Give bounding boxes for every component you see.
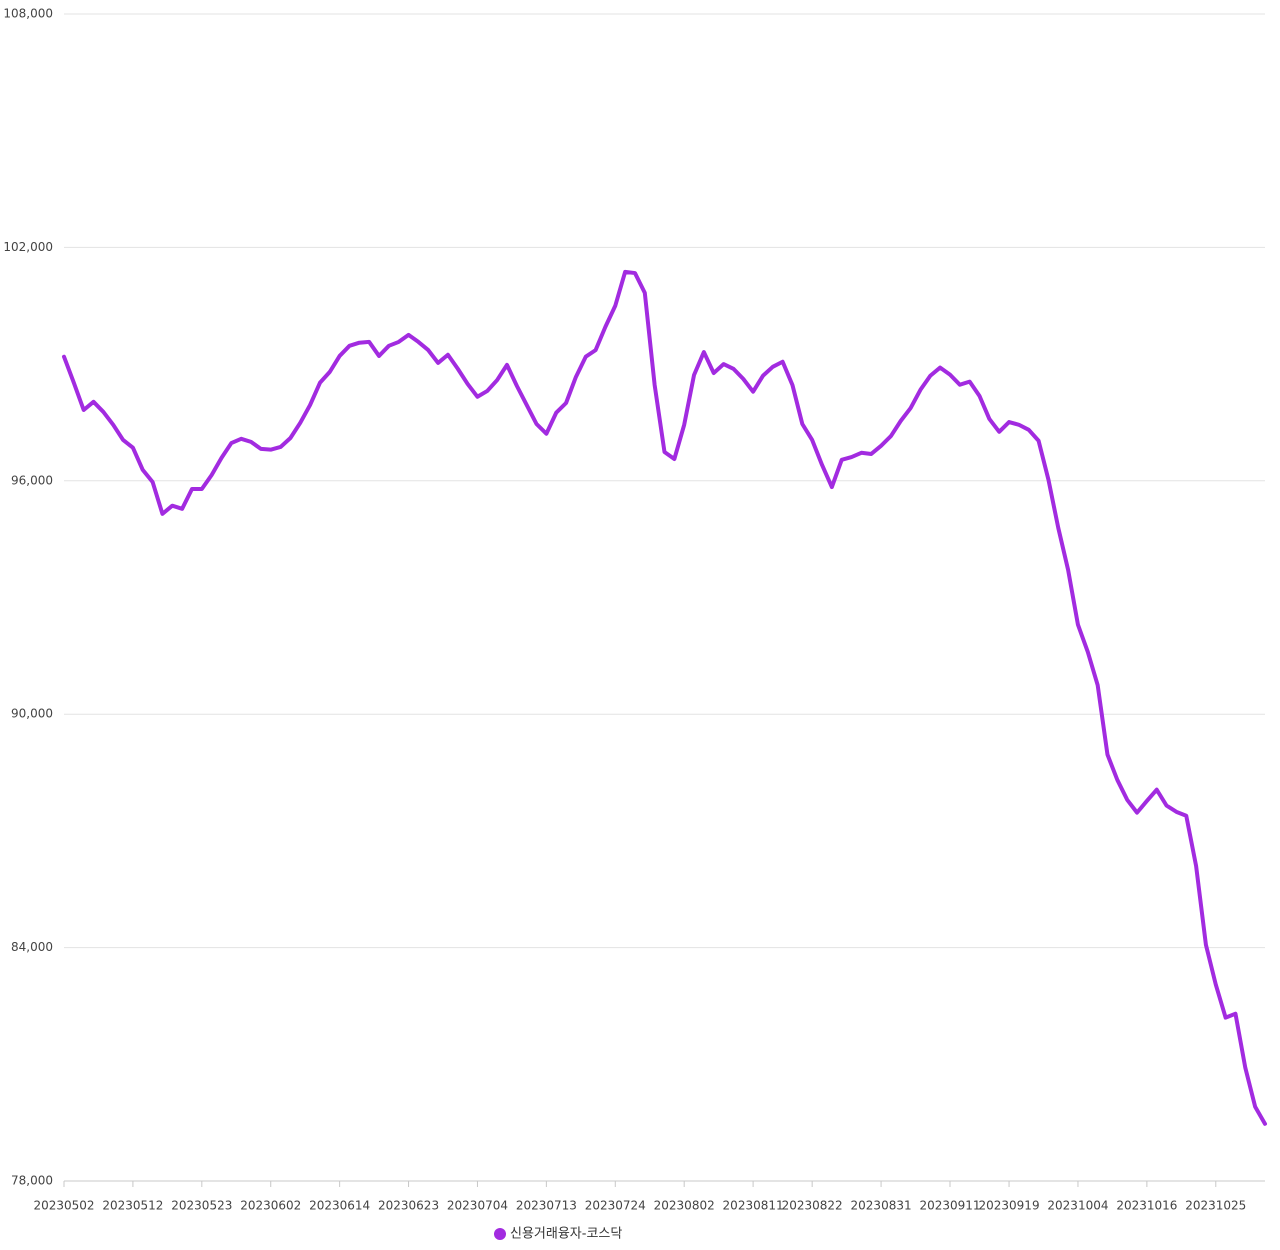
legend-marker	[494, 1228, 506, 1240]
x-tick-label: 20230523	[171, 1199, 232, 1213]
x-tick-label: 20231004	[1047, 1199, 1108, 1213]
x-tick-label: 20230831	[851, 1199, 912, 1213]
y-tick-label: 84,000	[11, 940, 53, 954]
y-tick-label: 96,000	[11, 473, 53, 487]
x-tick-label: 20230919	[979, 1199, 1040, 1213]
x-tick-label: 20230704	[447, 1199, 508, 1213]
x-tick-label: 20230724	[585, 1199, 646, 1213]
x-tick-label: 20230911	[919, 1199, 980, 1213]
x-tick-label: 20230512	[102, 1199, 163, 1213]
x-tick-label: 20230811	[723, 1199, 784, 1213]
x-tick-label: 20230502	[33, 1199, 94, 1213]
x-tick-label: 20230713	[516, 1199, 577, 1213]
x-tick-label: 20231025	[1185, 1199, 1246, 1213]
x-tick-label: 20230822	[782, 1199, 843, 1213]
y-tick-label: 90,000	[11, 707, 53, 721]
x-tick-label: 20230623	[378, 1199, 439, 1213]
x-tick-label: 20230802	[654, 1199, 715, 1213]
x-tick-label: 20230614	[309, 1199, 370, 1213]
x-tick-label: 20230602	[240, 1199, 301, 1213]
x-tick-label: 20231016	[1116, 1199, 1177, 1213]
y-tick-label: 78,000	[11, 1174, 53, 1188]
legend-label: 신용거래융자-코스닥	[510, 1227, 622, 1242]
y-tick-label: 102,000	[3, 240, 53, 254]
y-tick-label: 108,000	[3, 7, 53, 21]
series-line	[62, 269, 1267, 1126]
